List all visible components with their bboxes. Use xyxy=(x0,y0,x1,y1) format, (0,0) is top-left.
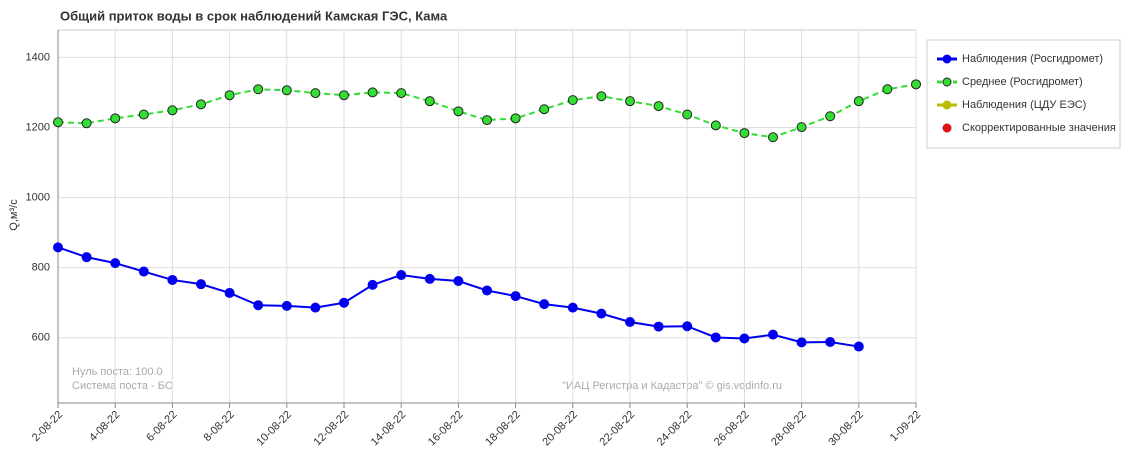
data-point xyxy=(253,300,264,311)
chart-title: Общий приток воды в срок наблюдений Камс… xyxy=(60,8,448,23)
data-point xyxy=(424,273,435,284)
x-tick-label: 26-08-22 xyxy=(712,409,752,449)
data-point xyxy=(710,120,721,131)
data-point xyxy=(739,333,750,344)
data-point xyxy=(739,128,750,139)
x-tick-label: 8-08-22 xyxy=(201,409,236,444)
legend-label: Скорректированные значения xyxy=(962,122,1116,134)
data-point xyxy=(653,321,664,332)
data-point xyxy=(625,96,635,107)
data-point xyxy=(482,285,492,296)
data-point xyxy=(281,300,292,311)
x-tick-label: 6-08-22 xyxy=(144,409,179,444)
data-point xyxy=(768,329,778,340)
data-point xyxy=(853,341,864,352)
legend-label: Наблюдения (Росгидромет) xyxy=(962,53,1103,65)
data-point xyxy=(81,252,92,263)
data-point xyxy=(224,287,235,298)
data-point xyxy=(596,308,607,319)
data-point xyxy=(81,118,92,129)
data-point xyxy=(138,266,149,277)
data-point xyxy=(596,91,607,102)
data-point xyxy=(167,105,178,116)
y-tick-label: 1000 xyxy=(26,191,50,203)
data-point xyxy=(825,337,836,348)
x-tick-label: 20-08-22 xyxy=(540,409,580,449)
data-point xyxy=(224,90,235,101)
legend-box xyxy=(926,39,1121,149)
annotation: Нуль поста: 100.0 xyxy=(72,366,163,378)
legend-marker xyxy=(942,123,952,133)
data-point xyxy=(196,99,206,110)
data-point xyxy=(396,270,407,281)
data-point xyxy=(882,84,893,95)
x-tick-label: 12-08-22 xyxy=(312,409,352,449)
y-tick-label: 1400 xyxy=(26,51,50,63)
data-point xyxy=(453,106,464,117)
x-tick-label: 22-08-22 xyxy=(598,409,638,449)
y-tick-label: 1200 xyxy=(26,121,50,133)
data-point xyxy=(281,85,292,96)
data-point xyxy=(796,122,807,133)
data-point xyxy=(253,84,264,95)
data-point xyxy=(682,109,693,120)
data-point xyxy=(424,96,435,107)
x-tick-label: 16-08-22 xyxy=(426,409,466,449)
data-point xyxy=(110,113,121,124)
data-point xyxy=(653,101,664,112)
x-tick-label: 10-08-22 xyxy=(254,409,294,449)
y-axis-label: Q,м³/с xyxy=(8,199,20,231)
data-point xyxy=(510,113,521,124)
data-point xyxy=(853,96,864,107)
data-point xyxy=(567,95,578,106)
legend-label: Наблюдения (ЦДУ ЕЭС) xyxy=(962,99,1086,111)
legend-label: Среднее (Росгидромет) xyxy=(962,76,1083,88)
data-point xyxy=(625,317,635,328)
data-point xyxy=(825,111,836,122)
data-point xyxy=(539,104,550,115)
data-point xyxy=(367,87,378,98)
data-point xyxy=(339,90,349,101)
x-tick-label: 28-08-22 xyxy=(769,409,809,449)
data-point xyxy=(682,321,693,332)
data-point xyxy=(167,274,178,285)
data-point xyxy=(482,115,492,126)
x-tick-label: 30-08-22 xyxy=(826,409,866,449)
x-tick-label: 18-08-22 xyxy=(483,409,523,449)
data-point xyxy=(110,258,121,269)
series-line xyxy=(57,83,917,139)
data-point xyxy=(768,132,778,143)
data-point xyxy=(796,337,807,348)
data-point xyxy=(196,279,206,290)
legend-marker xyxy=(942,100,952,110)
data-point xyxy=(53,242,63,253)
plot-area xyxy=(57,29,917,404)
annotation: Система поста - БС xyxy=(72,380,173,392)
y-tick-label: 800 xyxy=(32,262,50,274)
data-point xyxy=(339,297,349,308)
legend-marker xyxy=(942,54,952,64)
data-point xyxy=(710,332,721,343)
x-tick-label: 1-09-22 xyxy=(888,409,923,444)
annotation: "ИАЦ Регистра и Кадастра" © gis.vodinfo.… xyxy=(562,380,782,392)
x-tick-label: 14-08-22 xyxy=(369,409,409,449)
data-point xyxy=(539,299,550,310)
x-tick-label: 4-08-22 xyxy=(87,409,122,444)
data-point xyxy=(53,117,63,128)
data-point xyxy=(310,302,321,313)
data-point xyxy=(911,79,921,90)
data-point xyxy=(310,88,321,99)
x-tick-label: 2-08-22 xyxy=(30,409,65,444)
legend-marker xyxy=(942,77,952,87)
x-tick-label: 24-08-22 xyxy=(655,409,695,449)
y-tick-label: 600 xyxy=(32,332,50,344)
data-point xyxy=(510,291,521,302)
data-point xyxy=(367,279,378,290)
data-point xyxy=(138,109,149,120)
data-point xyxy=(567,302,578,313)
data-point xyxy=(453,276,464,287)
data-point xyxy=(396,88,407,99)
